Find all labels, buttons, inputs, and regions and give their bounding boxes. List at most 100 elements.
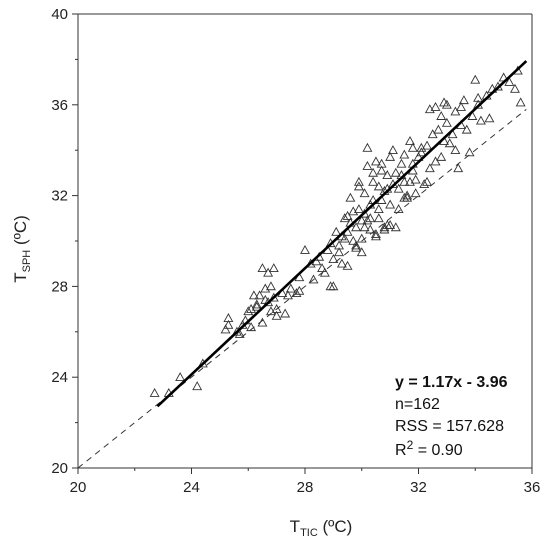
data-point	[223, 319, 234, 329]
data-point	[456, 101, 467, 111]
data-point	[283, 290, 293, 300]
data-point	[422, 140, 432, 150]
data-point	[424, 163, 435, 173]
data-point	[300, 244, 310, 254]
data-point	[223, 313, 234, 322]
data-point	[368, 176, 379, 186]
x-tick-label: 32	[410, 479, 427, 496]
data-point	[464, 147, 475, 157]
y-tick-label: 40	[51, 6, 68, 23]
data-point	[251, 299, 262, 309]
data-points	[149, 65, 526, 397]
data-point	[430, 156, 441, 166]
x-tick-label: 28	[297, 479, 314, 496]
data-point	[390, 167, 401, 177]
data-point	[248, 290, 259, 300]
data-point	[439, 97, 450, 107]
data-point	[373, 204, 384, 214]
data-point	[450, 145, 461, 155]
data-point	[339, 213, 350, 223]
data-point	[379, 222, 390, 232]
data-point	[453, 163, 464, 173]
data-point	[336, 258, 347, 268]
data-point	[427, 129, 438, 139]
data-point	[390, 222, 401, 232]
data-point	[308, 274, 319, 284]
data-point	[376, 165, 387, 175]
data-point	[268, 263, 279, 273]
y-axis-label-unit: (ºC)	[11, 215, 30, 250]
data-point	[430, 101, 441, 111]
y-tick-label: 24	[51, 369, 68, 386]
data-point	[356, 247, 367, 257]
y-axis-label-sub: SPH	[21, 250, 33, 273]
data-point	[433, 124, 444, 134]
data-point	[410, 174, 421, 184]
data-point	[379, 224, 390, 234]
data-point	[328, 254, 339, 263]
data-point	[467, 111, 478, 120]
data-point	[351, 240, 362, 250]
data-point	[331, 226, 342, 236]
data-point	[362, 215, 373, 225]
data-point	[436, 111, 447, 120]
data-point	[385, 219, 396, 229]
regression-equation: y = 1.17x - 3.96	[395, 374, 508, 391]
x-tick-label: 20	[70, 479, 87, 496]
data-point	[402, 190, 413, 200]
data-point	[319, 267, 330, 277]
x-tick-label: 36	[524, 479, 541, 496]
data-point	[243, 306, 254, 316]
data-point	[359, 188, 370, 198]
data-point	[370, 229, 381, 239]
data-point	[334, 247, 345, 257]
data-point	[447, 129, 458, 139]
data-point	[396, 158, 407, 168]
x-axis-label-sub: TIC	[300, 527, 318, 539]
data-point	[353, 176, 364, 186]
data-point	[368, 167, 379, 177]
data-point	[475, 115, 486, 125]
data-point	[385, 151, 396, 161]
data-point	[385, 199, 396, 209]
regression-line	[156, 60, 528, 408]
data-point	[265, 281, 276, 291]
data-point	[342, 210, 353, 220]
data-point	[359, 222, 370, 232]
data-point	[271, 303, 282, 313]
data-point	[399, 149, 410, 159]
x-axis-label-unit: (ºC)	[318, 517, 353, 536]
data-point	[373, 181, 384, 191]
y-axis-label-main: T	[11, 272, 30, 282]
data-point	[416, 147, 427, 157]
data-point	[220, 324, 231, 334]
data-point	[393, 204, 404, 214]
data-point	[353, 204, 364, 214]
x-axis-label: TTIC (ºC)	[290, 517, 353, 539]
data-point	[441, 99, 452, 109]
data-point	[362, 142, 373, 152]
r-squared-exponent: 2	[407, 438, 414, 452]
x-ticks: 20 24 28 32 36	[70, 468, 541, 496]
data-point	[473, 92, 484, 102]
data-point	[387, 145, 398, 155]
data-point	[260, 283, 271, 293]
data-point	[280, 308, 291, 318]
data-point	[470, 74, 481, 84]
data-point	[510, 83, 520, 93]
y-tick-label: 36	[51, 97, 68, 114]
data-point	[342, 260, 353, 270]
data-point	[399, 192, 410, 202]
data-point	[393, 183, 404, 193]
data-point	[345, 192, 356, 202]
data-point	[422, 176, 432, 186]
data-point	[317, 263, 327, 273]
data-point	[504, 76, 515, 86]
data-point	[291, 288, 302, 298]
y-tick-label: 20	[51, 460, 68, 477]
regression-stats: y = 1.17x - 3.96 n=162 RSS = 157.628 R2 …	[395, 374, 508, 459]
data-point	[458, 95, 469, 105]
data-point	[351, 222, 362, 232]
data-point	[294, 285, 305, 295]
